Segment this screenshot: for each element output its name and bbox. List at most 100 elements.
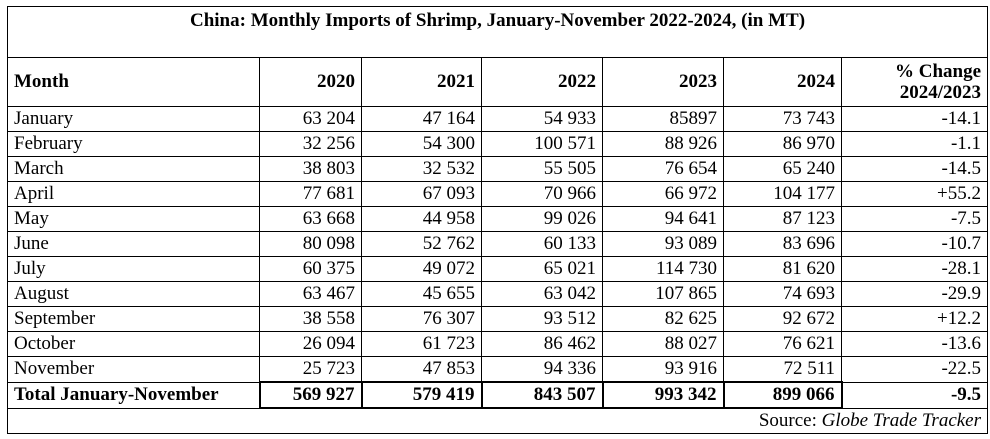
change-cell: -22.5 — [840, 356, 989, 383]
header-year: 2020 — [259, 57, 362, 107]
value-cell: 44 958 — [361, 206, 482, 232]
month-cell: January — [7, 106, 260, 132]
value-cell: 83 696 — [723, 231, 842, 257]
table-row: March 38 803 32 532 55 505 76 654 65 240 -14.5 — [7, 156, 989, 182]
value-cell: 86 462 — [481, 331, 603, 357]
value-cell: 26 094 — [259, 331, 362, 357]
change-cell: +55.2 — [840, 181, 989, 207]
header-year: 2021 — [361, 57, 482, 107]
value-cell: 92 672 — [723, 306, 842, 332]
value-cell: 107 865 — [602, 281, 724, 307]
value-cell: 94 336 — [481, 356, 603, 383]
value-cell: 54 933 — [481, 106, 603, 132]
value-cell: 93 512 — [481, 306, 603, 332]
table-row: February 32 256 54 300 100 571 88 926 86 970-… — [7, 131, 989, 157]
table-body: January 63 204 47 164 54 933 85897 73 743 -14.… — [7, 106, 989, 383]
value-cell: 60 133 — [481, 231, 603, 257]
value-cell: 86 970 — [723, 131, 842, 157]
shrimp-imports-table: China: Monthly Imports of Shrimp, Januar… — [6, 6, 989, 434]
change-cell: -1.1 — [840, 131, 989, 157]
value-cell: 74 693 — [723, 281, 842, 307]
change-cell: -13.6 — [840, 331, 989, 357]
total-value: 569 927 — [258, 381, 363, 409]
table-title: China: Monthly Imports of Shrimp, Januar… — [6, 6, 989, 58]
value-cell: 82 625 — [602, 306, 724, 332]
value-cell: 88 926 — [602, 131, 724, 157]
value-cell: 52 762 — [361, 231, 482, 257]
value-cell: 104 177 — [723, 181, 842, 207]
total-change: -9.5 — [840, 381, 989, 409]
value-cell: 54 300 — [361, 131, 482, 157]
value-cell: 87 123 — [723, 206, 842, 232]
value-cell: 25 723 — [259, 356, 362, 383]
table-row: August 63 467 45 655 63 042 107 865 74 693 -29… — [7, 281, 989, 307]
header-month: Month — [7, 57, 260, 107]
header-year: 2022 — [481, 57, 603, 107]
table-row: November 25 723 47 853 94 336 93 916 72 511 -2… — [7, 356, 989, 383]
table-row: July 60 375 49 072 65 021 114 730 81 620 -28.1 — [7, 256, 989, 282]
value-cell: 32 532 — [361, 156, 482, 182]
change-cell: -28.1 — [840, 256, 989, 282]
imports-table-container: China: Monthly Imports of Shrimp, Januar… — [6, 6, 989, 434]
total-value: 579 419 — [360, 381, 483, 409]
value-cell: 65 240 — [723, 156, 842, 182]
value-cell: 80 098 — [259, 231, 362, 257]
change-cell: -29.9 — [840, 281, 989, 307]
table-row: May 63 668 44 958 99 026 94 641 87 123 -7.5 — [7, 206, 989, 232]
value-cell: 63 467 — [259, 281, 362, 307]
month-cell: February — [7, 131, 260, 157]
change-cell: -14.5 — [840, 156, 989, 182]
month-cell: July — [7, 256, 260, 282]
value-cell: 88 027 — [602, 331, 724, 357]
month-cell: August — [7, 281, 260, 307]
header-year: 2024 — [723, 57, 842, 107]
value-cell: 76 654 — [602, 156, 724, 182]
table-row: September 38 558 76 307 93 512 82 625 92 672 +… — [7, 306, 989, 332]
value-cell: 67 093 — [361, 181, 482, 207]
source-note: Source: Globe Trade Tracker — [6, 407, 989, 434]
value-cell: 73 743 — [723, 106, 842, 132]
month-cell: March — [7, 156, 260, 182]
value-cell: 81 620 — [723, 256, 842, 282]
value-cell: 32 256 — [259, 131, 362, 157]
header-change-line1: % Change — [894, 61, 982, 82]
total-value: 899 066 — [722, 381, 843, 409]
value-cell: 63 042 — [481, 281, 603, 307]
value-cell: 63 204 — [259, 106, 362, 132]
value-cell: 76 621 — [723, 331, 842, 357]
value-cell: 72 511 — [723, 356, 842, 383]
total-row: Total January-November 569 927 579 419 8… — [7, 381, 989, 409]
month-cell: April — [7, 181, 260, 207]
change-cell: +12.2 — [840, 306, 989, 332]
month-cell: May — [7, 206, 260, 232]
header-year: 2023 — [602, 57, 724, 107]
value-cell: 93 916 — [602, 356, 724, 383]
total-value: 843 507 — [480, 381, 604, 409]
month-cell: October — [7, 331, 260, 357]
change-cell: -14.1 — [840, 106, 989, 132]
value-cell: 60 375 — [259, 256, 362, 282]
value-cell: 47 853 — [361, 356, 482, 383]
header-change: % Change 2024/2023 — [840, 57, 989, 107]
value-cell: 55 505 — [481, 156, 603, 182]
value-cell: 100 571 — [481, 131, 603, 157]
header-row: Month 2020 2021 2022 2023 2024 % Change … — [7, 57, 989, 107]
value-cell: 61 723 — [361, 331, 482, 357]
value-cell: 38 558 — [259, 306, 362, 332]
value-cell: 65 021 — [481, 256, 603, 282]
change-cell: -7.5 — [840, 206, 989, 232]
value-cell: 94 641 — [602, 206, 724, 232]
month-cell: June — [7, 231, 260, 257]
value-cell: 47 164 — [361, 106, 482, 132]
value-cell: 66 972 — [602, 181, 724, 207]
value-cell: 77 681 — [259, 181, 362, 207]
value-cell: 70 966 — [481, 181, 603, 207]
value-cell: 114 730 — [602, 256, 724, 282]
table-row: April 77 681 67 093 70 966 66 972 104 177 +55.… — [7, 181, 989, 207]
value-cell: 45 655 — [361, 281, 482, 307]
table-row: June 80 098 52 762 60 133 93 089 83 696 -10.7 — [7, 231, 989, 257]
total-value: 993 342 — [601, 381, 725, 409]
source-name: Globe Trade Tracker — [821, 410, 982, 431]
table-row: January 63 204 47 164 54 933 85897 73 743 -14.… — [7, 106, 989, 132]
value-cell: 85897 — [602, 106, 724, 132]
